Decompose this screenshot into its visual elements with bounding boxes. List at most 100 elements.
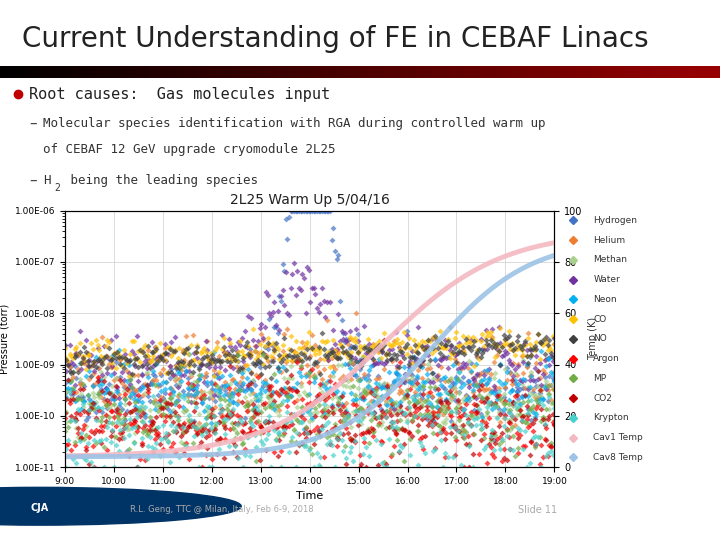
Bar	[603, 66, 605, 78]
Point	[455, 403, 467, 412]
Point	[112, 412, 123, 421]
Point	[114, 353, 126, 362]
Point	[284, 448, 295, 456]
Point	[531, 338, 542, 346]
Point	[284, 374, 295, 383]
Point	[204, 413, 216, 422]
Point	[264, 416, 275, 425]
Point	[315, 354, 326, 363]
Point	[359, 385, 370, 394]
Point	[383, 367, 395, 376]
Point	[527, 402, 539, 410]
Point	[480, 393, 491, 402]
Bar	[430, 66, 432, 78]
Point	[87, 357, 99, 366]
Point	[59, 409, 71, 417]
Point	[233, 356, 244, 365]
Point	[331, 435, 343, 443]
Point	[334, 417, 346, 426]
Point	[87, 382, 99, 390]
Point	[105, 400, 117, 409]
Point	[270, 402, 282, 410]
Point	[398, 393, 410, 402]
Point	[236, 417, 248, 426]
Bar	[405, 66, 408, 78]
Point	[168, 333, 180, 341]
Point	[457, 433, 469, 441]
Bar	[646, 66, 648, 78]
Point	[362, 403, 374, 412]
Point	[180, 439, 192, 448]
Point	[103, 389, 114, 398]
Bar	[449, 66, 451, 78]
Bar	[281, 66, 283, 78]
Point	[365, 409, 377, 417]
Point	[234, 413, 246, 422]
Point	[269, 403, 280, 411]
Bar	[362, 66, 365, 78]
Point	[126, 336, 138, 345]
Point	[349, 364, 361, 373]
Point	[157, 411, 168, 420]
Point	[329, 352, 341, 360]
Point	[149, 360, 161, 369]
Point	[215, 362, 226, 371]
Point	[518, 384, 529, 393]
Point	[539, 435, 550, 444]
Point	[287, 386, 298, 395]
Point	[480, 393, 491, 401]
Point	[318, 409, 329, 417]
Point	[156, 387, 167, 395]
Point	[442, 389, 454, 397]
Point	[426, 409, 437, 417]
Point	[76, 393, 87, 402]
Point	[130, 417, 141, 426]
Point	[392, 364, 403, 373]
Point	[442, 399, 454, 407]
Point	[460, 428, 472, 436]
Bar	[7, 66, 9, 78]
Point	[305, 444, 316, 453]
Point	[455, 429, 467, 437]
Point	[149, 396, 161, 405]
Point	[287, 433, 298, 441]
Point	[238, 438, 249, 447]
Point	[126, 370, 138, 379]
Point	[71, 351, 82, 360]
Point	[547, 353, 559, 361]
Point	[174, 453, 185, 462]
Point	[321, 428, 333, 436]
Point	[362, 400, 374, 408]
Point	[526, 437, 537, 446]
Point	[64, 350, 76, 359]
Point	[99, 342, 110, 350]
Point	[531, 403, 542, 412]
Bar	[583, 66, 585, 78]
Point	[272, 328, 284, 337]
Point	[193, 441, 204, 450]
Point	[251, 359, 262, 368]
Point	[78, 453, 90, 462]
Point	[64, 417, 76, 426]
Point	[218, 348, 230, 356]
Point	[506, 361, 518, 370]
Point	[401, 416, 413, 424]
Point	[64, 362, 76, 371]
Point	[130, 386, 141, 395]
Point	[347, 399, 359, 408]
Point	[287, 356, 298, 364]
Point	[213, 444, 225, 453]
Point	[531, 359, 542, 367]
Point	[374, 418, 385, 427]
Point	[526, 370, 537, 379]
Point	[238, 351, 249, 360]
Y-axis label: Temp (K): Temp (K)	[588, 318, 598, 360]
Point	[202, 352, 213, 361]
Point	[501, 348, 513, 357]
Point	[370, 386, 382, 395]
Point	[326, 235, 338, 244]
Point	[172, 367, 184, 375]
Point	[256, 389, 267, 398]
Point	[261, 381, 272, 389]
Point	[392, 408, 403, 416]
